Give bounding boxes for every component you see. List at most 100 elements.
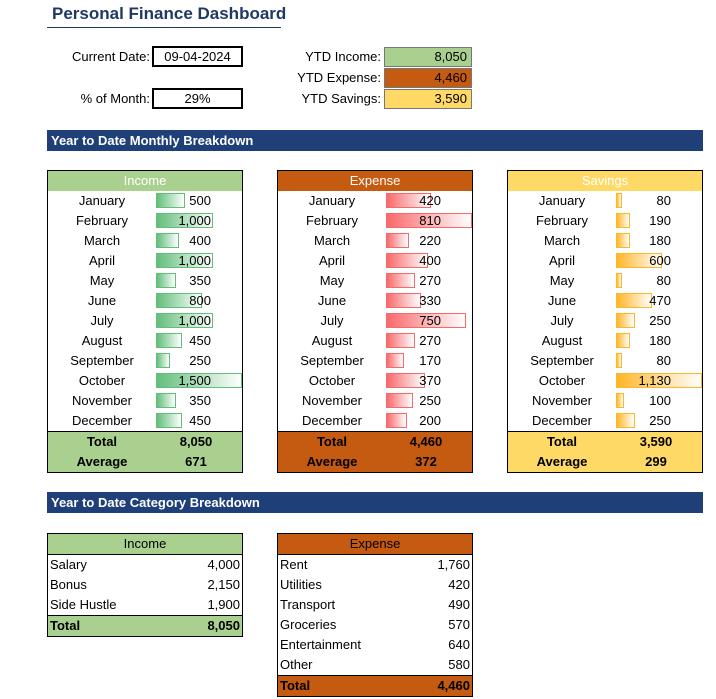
category-value: 2,150: [207, 577, 240, 592]
table-row: July 1,000: [48, 311, 242, 331]
month-value: 450: [189, 333, 211, 348]
data-bar: [386, 193, 431, 208]
page-title: Personal Finance Dashboard: [52, 4, 287, 23]
data-bar: [156, 333, 182, 348]
table-row: April 1,000: [48, 251, 242, 271]
ytd-expense-label: YTD Expense:: [297, 70, 381, 85]
month-label: January: [538, 193, 586, 208]
category-total-row: Total 8,050: [48, 615, 242, 636]
data-bar: [616, 373, 702, 388]
savings-table-header: Savings: [508, 171, 702, 191]
month-value: 800: [189, 293, 211, 308]
month-label: August: [311, 333, 353, 348]
table-row: December 450: [48, 411, 242, 431]
ytd-savings-value: 3,590: [384, 89, 472, 109]
month-label: August: [81, 333, 123, 348]
table-row: May 270: [278, 271, 472, 291]
category-row: Salary 4,000: [48, 555, 242, 575]
data-bar: [156, 193, 185, 208]
month-value: 350: [189, 273, 211, 288]
category-name: Groceries: [280, 617, 337, 632]
category-value: 420: [448, 577, 470, 592]
category-row: Side Hustle 1,900: [48, 595, 242, 615]
data-bar: [616, 213, 630, 228]
month-label: May: [89, 273, 115, 288]
category-row: Utilities 420: [278, 575, 472, 595]
category-name: Salary: [50, 557, 87, 572]
data-bar: [156, 353, 170, 368]
month-value: 1,000: [178, 253, 211, 268]
category-name: Side Hustle: [50, 597, 117, 612]
data-bar: [386, 393, 413, 408]
month-label: May: [549, 273, 575, 288]
data-bar: [156, 213, 213, 228]
category-row: Groceries 570: [278, 615, 472, 635]
category-value: 640: [448, 637, 470, 652]
ytd-expense-value: 4,460: [384, 68, 472, 88]
month-label: November: [302, 393, 362, 408]
ytd-income-label: YTD Income:: [305, 49, 381, 64]
total-row: Total 8,050: [48, 431, 242, 452]
month-value: 180: [649, 233, 671, 248]
table-row: March 180: [508, 231, 702, 251]
month-label: December: [302, 413, 362, 428]
month-label: March: [83, 233, 121, 248]
month-value: 250: [649, 413, 671, 428]
data-bar: [156, 293, 202, 308]
month-label: February: [75, 213, 129, 228]
month-label: May: [319, 273, 345, 288]
category-row: Other 580: [278, 655, 472, 675]
category-name: Utilities: [280, 577, 322, 592]
month-value: 400: [189, 233, 211, 248]
month-value: 190: [649, 213, 671, 228]
total-label: Total: [316, 434, 348, 449]
category-name: Entertainment: [280, 637, 361, 652]
data-bar: [156, 393, 176, 408]
month-value: 750: [419, 313, 441, 328]
category-value: 490: [448, 597, 470, 612]
total-value: 8,050: [179, 434, 213, 449]
title-underline: [47, 27, 281, 28]
category-value: 4,000: [207, 557, 240, 572]
month-value: 250: [419, 393, 441, 408]
category-value: 570: [448, 617, 470, 632]
table-row: May 80: [508, 271, 702, 291]
average-label: Average: [76, 454, 128, 469]
category-name: Bonus: [50, 577, 87, 592]
average-value: 671: [185, 454, 207, 469]
current-date-field[interactable]: 09-04-2024: [152, 46, 243, 67]
average-value: 299: [645, 454, 667, 469]
category-name: Rent: [280, 557, 308, 572]
current-date-label: Current Date:: [71, 49, 150, 64]
table-row: March 400: [48, 231, 242, 251]
month-label: January: [308, 193, 356, 208]
total-value: 4,460: [409, 434, 443, 449]
data-bar: [616, 333, 630, 348]
month-label: July: [550, 313, 574, 328]
data-bar: [156, 233, 179, 248]
table-row: September 250: [48, 351, 242, 371]
month-label: December: [72, 413, 132, 428]
category-value: 580: [448, 657, 470, 672]
data-bar: [386, 273, 415, 288]
month-value: 100: [649, 393, 671, 408]
table-row: April 600: [508, 251, 702, 271]
table-row: June 330: [278, 291, 472, 311]
category-row: Entertainment 640: [278, 635, 472, 655]
month-value: 500: [189, 193, 211, 208]
month-value: 80: [656, 273, 671, 288]
data-bar: [616, 313, 635, 328]
table-row: February 1,000: [48, 211, 242, 231]
table-row: November 350: [48, 391, 242, 411]
category-row: Rent 1,760: [278, 555, 472, 575]
table-row: August 180: [508, 331, 702, 351]
data-bar: [616, 353, 622, 368]
income-category-table: Income Salary 4,000 Bonus 2,150 Side Hustle 1…: [47, 533, 243, 637]
income-monthly-table: Income January 500 February 1,000 March 400 Ap…: [47, 170, 243, 473]
table-row: April 400: [278, 251, 472, 271]
month-value: 270: [419, 273, 441, 288]
category-name: Other: [280, 657, 313, 672]
average-row: Average 299: [508, 452, 702, 472]
month-value: 1,500: [178, 373, 211, 388]
expense-category-table: Expense Rent 1,760 Utilities 420 Transport 49…: [277, 533, 473, 697]
